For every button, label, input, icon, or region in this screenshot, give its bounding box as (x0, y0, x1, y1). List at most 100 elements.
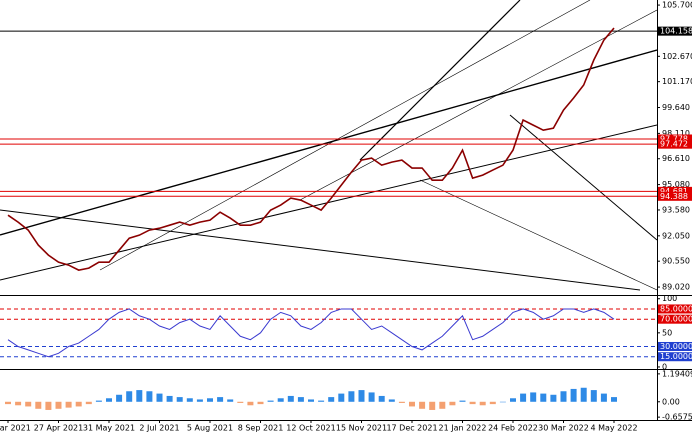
x-tick-label: 30 Mar 2022 (538, 424, 589, 433)
level-label-box (658, 304, 692, 314)
histogram-bar (530, 392, 537, 402)
y-tick-label: -0.65759 (662, 413, 692, 422)
histogram-bar (409, 401, 415, 407)
level-label: 104.158 (660, 27, 692, 36)
y-tick-label: 99.640 (662, 103, 690, 112)
histogram-bar (15, 401, 22, 406)
histogram-bar (65, 401, 72, 408)
y-tick-label: 0 (662, 362, 667, 371)
level-label: 70.0000 (660, 315, 692, 324)
histogram-bar (469, 401, 476, 405)
histogram-bar (85, 401, 92, 405)
histogram-bar (106, 398, 112, 402)
histogram-bar (136, 390, 143, 402)
histogram-bar (287, 395, 294, 402)
histogram-bar (580, 387, 587, 402)
histogram-bar (368, 392, 375, 402)
x-tick-label: 4 Mar 2021 (0, 424, 31, 433)
histogram-bar (358, 390, 365, 402)
x-tick-label: 4 May 2022 (590, 424, 637, 433)
histogram-bar (166, 395, 173, 402)
histogram-bar (116, 394, 123, 402)
level-label-box (658, 26, 692, 36)
y-tick-label: 101.170 (662, 77, 692, 86)
level-label-box (658, 352, 692, 362)
x-tick-label: 27 Apr 2021 (34, 424, 83, 433)
level-label-box (658, 191, 692, 201)
histogram-bar (25, 401, 32, 407)
histogram-bar (348, 391, 355, 402)
histogram-bar (318, 400, 325, 402)
level-label-box (658, 314, 692, 324)
x-tick-label: 12 Oct 2021 (286, 424, 335, 433)
x-tick-label: 31 May 2021 (83, 424, 135, 433)
histogram-bar (388, 399, 395, 402)
price-line (7, 308, 615, 358)
histogram-bar (227, 399, 234, 402)
x-tick-label: 21 Jan 2022 (439, 424, 487, 433)
y-tick-label: 50 (662, 328, 672, 337)
histogram-bar (338, 393, 345, 402)
histogram-bar (45, 401, 52, 410)
x-tick-label: 5 Aug 2021 (187, 424, 233, 433)
histogram-bar (560, 391, 567, 402)
y-tick-label: 1.19409 (662, 369, 692, 378)
histogram-bar (419, 401, 426, 409)
level-label: 97.472 (660, 140, 688, 149)
level-label: 94.388 (660, 192, 688, 201)
y-tick-label: 95.080 (662, 180, 690, 189)
y-tick-label: 102.670 (662, 52, 692, 61)
histogram-bar (267, 400, 274, 402)
histogram-bar (439, 401, 446, 409)
histogram-bar (156, 393, 163, 402)
histogram-bar (550, 394, 557, 402)
y-tick-label: 98.110 (662, 129, 690, 138)
price-line (7, 27, 615, 271)
histogram-bar (600, 393, 607, 402)
histogram-bar (308, 399, 314, 402)
level-label: 15.0000 (660, 352, 692, 361)
y-tick-label: 100 (662, 294, 677, 303)
histogram-bar (75, 401, 82, 407)
y-tick-label: 0.00 (662, 397, 680, 406)
level-label: 30.0000 (660, 342, 692, 351)
y-tick-label: 89.020 (662, 283, 690, 292)
level-label-box (658, 186, 692, 196)
histogram-bar (196, 399, 203, 402)
histogram-bar (237, 401, 244, 403)
level-label-box (658, 134, 692, 144)
histogram-bar (55, 401, 62, 409)
histogram-bar (217, 397, 224, 402)
y-tick-label: 90.550 (662, 257, 690, 266)
x-tick-label: 2 Jul 2021 (139, 424, 179, 433)
histogram-bar (459, 400, 466, 402)
level-label: 85.0000 (660, 304, 692, 313)
histogram-bar (520, 393, 527, 402)
histogram-bar (510, 398, 516, 402)
histogram-bar (207, 398, 213, 402)
histogram-bar (126, 391, 133, 402)
level-label: 94.681 (660, 187, 688, 196)
histogram-bar (499, 401, 506, 403)
x-tick-label: 24 Feb 2022 (488, 424, 538, 433)
histogram-bar (398, 401, 405, 403)
histogram-bar (429, 401, 436, 410)
histogram-bar (328, 397, 335, 402)
y-tick-label: 96.610 (662, 154, 690, 163)
trend-lines (0, 0, 657, 291)
x-tick-label: 8 Sep 2021 (238, 424, 284, 433)
histogram-bar (540, 393, 547, 402)
histogram-bar (378, 395, 385, 402)
histogram-bar (611, 397, 617, 402)
histogram-bar (570, 388, 577, 402)
histogram-bar (247, 401, 254, 406)
level-label: 97.778 (660, 134, 688, 143)
y-tick-label: 93.580 (662, 205, 690, 214)
x-tick-label: 15 Nov 2021 (336, 424, 387, 433)
histogram-bar (146, 391, 153, 402)
histogram-bar (176, 397, 183, 402)
histogram-bar (489, 401, 496, 405)
histogram-bar (277, 398, 284, 402)
y-tick-label: 92.050 (662, 231, 690, 240)
